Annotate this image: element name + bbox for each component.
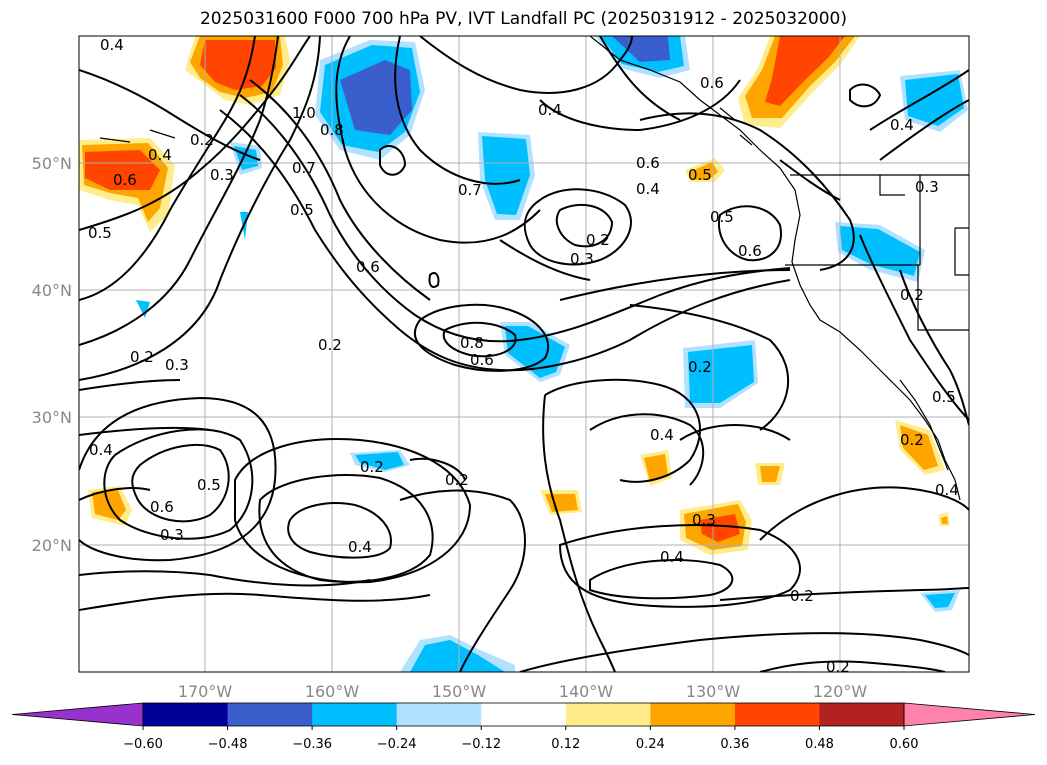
- contour-label: 0.4: [890, 116, 914, 134]
- lat-label: 30°N: [32, 408, 72, 427]
- coastlines: [99, 36, 969, 501]
- lon-label: 170°W: [178, 682, 233, 701]
- lon-label: 120°W: [813, 682, 868, 701]
- contour-label: 0.4: [100, 36, 124, 54]
- contour-label: 0.7: [458, 181, 482, 199]
- contour-label: 0.2: [586, 231, 610, 249]
- contour-label: 0.6: [150, 498, 174, 516]
- colorbar-segment: [312, 703, 398, 726]
- contour-label: 0.3: [915, 178, 939, 196]
- colorbar-tick-label: 0.36: [720, 737, 749, 752]
- contour-label: 0.2: [445, 471, 469, 489]
- contour-label: 0.8: [320, 121, 344, 139]
- contour-label: 0.6: [636, 154, 660, 172]
- colorbar-tick-label: −0.36: [292, 737, 332, 752]
- contour-label: 0.3: [570, 250, 594, 268]
- lat-label: 20°N: [32, 536, 72, 555]
- colorbar-extend-low: [11, 702, 144, 727]
- colorbar-segment: [396, 703, 482, 726]
- contour-label: 0.5: [932, 388, 956, 406]
- contour-label: 0.4: [89, 441, 113, 459]
- contour-label: 0.2: [130, 348, 154, 366]
- contour-label: 1.0: [292, 104, 316, 122]
- contour-label: 0.4: [935, 481, 959, 499]
- colorbar-tick-label: 0.48: [805, 737, 834, 752]
- contour-label: 0.2: [790, 587, 814, 605]
- colorbar-tick-label: 0.24: [636, 737, 665, 752]
- contour-label: 0.6: [738, 242, 762, 260]
- latitude-labels: 50°N 40°N 30°N 20°N: [32, 154, 72, 555]
- contour-label: 0.4: [148, 146, 172, 164]
- colorbar-tick-label: −0.12: [461, 737, 501, 752]
- contour-label: 0.5: [290, 201, 314, 219]
- contour-label: 0.5: [197, 476, 221, 494]
- contour-label: 0.2: [900, 286, 924, 304]
- lat-label: 50°N: [32, 154, 72, 173]
- colorbar-frame: [142, 702, 905, 727]
- contour-label: 0.4: [650, 426, 674, 444]
- colorbar-segment: [143, 703, 229, 726]
- contour-label: 0.6: [470, 351, 494, 369]
- lat-label: 40°N: [32, 281, 72, 300]
- contour-label: 0.4: [538, 101, 562, 119]
- map-title: 2025031600 F000 700 hPa PV, IVT Landfall…: [199, 9, 847, 29]
- contour-label: 0.5: [710, 208, 734, 226]
- contour-label: 0.5: [88, 224, 112, 242]
- contour-label: 0.2: [826, 658, 850, 676]
- contour-label: 0.2: [360, 458, 384, 476]
- lon-label: 160°W: [305, 682, 360, 701]
- contour-label: 0.6: [356, 258, 380, 276]
- lon-label: 140°W: [559, 682, 614, 701]
- contour-label: 0.6: [700, 74, 724, 92]
- map-panel: 0.4 0.6 0.2 0.4 0.3 0.5 1.0 0.8 0.7 0.5 …: [78, 35, 970, 676]
- contour-label: 0.3: [160, 526, 184, 544]
- pv-contours: [79, 36, 969, 672]
- colorbar-tick-label: −0.24: [377, 737, 417, 752]
- contour-label: 0.2: [190, 131, 214, 149]
- colorbar-segment: [481, 703, 567, 726]
- contour-label: 0.2: [900, 431, 924, 449]
- contour-label: 0.5: [688, 166, 712, 184]
- colorbar-tick-label: −0.48: [208, 737, 248, 752]
- colorbar-extend-high: [903, 702, 1036, 727]
- map-frame: [78, 35, 970, 673]
- longitude-labels: 170°W 160°W 150°W 140°W 130°W 120°W: [178, 682, 868, 701]
- graticule: [79, 36, 969, 672]
- lon-label: 130°W: [686, 682, 741, 701]
- contour-label: 0.4: [348, 538, 372, 556]
- colorbar-tick-label: −0.60: [123, 737, 163, 752]
- colorbar-tick-label: 0.12: [551, 737, 580, 752]
- colorbar: −0.60 −0.48 −0.36 −0.24 −0.12 0.12 0.24 0.36 0.4…: [11, 702, 1036, 752]
- colorbar-tick-label: 0.60: [890, 737, 919, 752]
- contour-label: 0.7: [292, 159, 316, 177]
- colorbar-segment: [734, 703, 820, 726]
- contour-labels: 0.4 0.6 0.2 0.4 0.3 0.5 1.0 0.8 0.7 0.5 …: [88, 36, 959, 676]
- contour-label: 0.4: [636, 180, 660, 198]
- contour-label: 0.3: [692, 511, 716, 529]
- colorbar-segment: [819, 703, 905, 726]
- colorbar-segment: [227, 703, 313, 726]
- ivt-positive-shading: [79, 36, 950, 555]
- contour-label: 0.3: [210, 166, 234, 184]
- lon-label: 150°W: [432, 682, 487, 701]
- colorbar-segment: [650, 703, 736, 726]
- contour-label: 0.2: [318, 336, 342, 354]
- contour-label: 0.6: [113, 171, 137, 189]
- contour-label: 0.8: [460, 334, 484, 352]
- contour-label: 0.3: [165, 356, 189, 374]
- contour-label: 0.2: [688, 358, 712, 376]
- colorbar-segment: [565, 703, 651, 726]
- contour-label: 0.4: [660, 548, 684, 566]
